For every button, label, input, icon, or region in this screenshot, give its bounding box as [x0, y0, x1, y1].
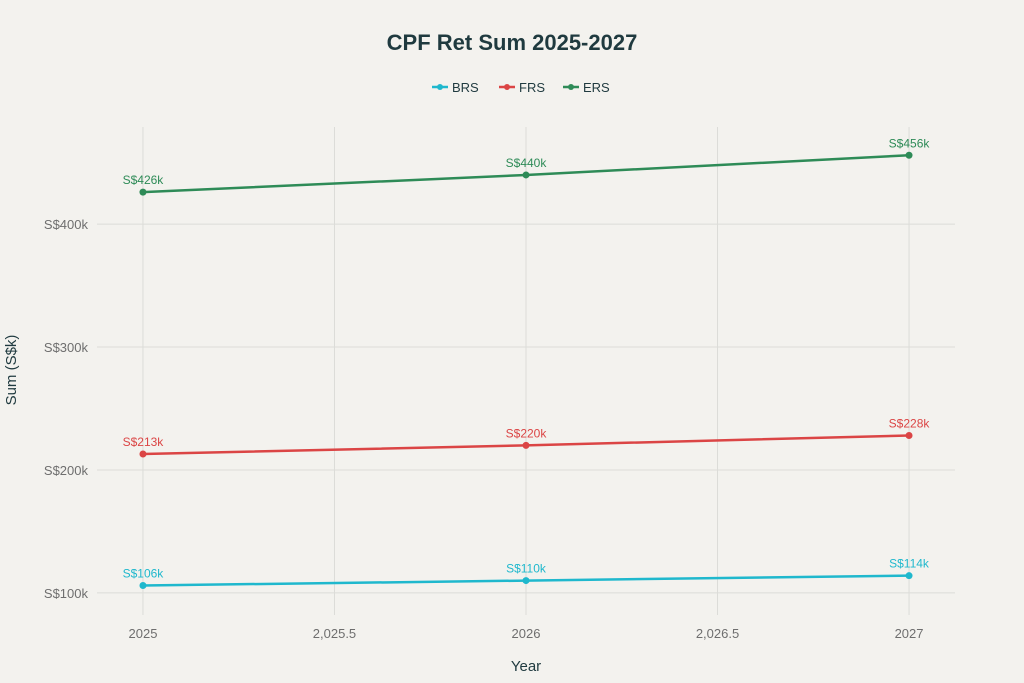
data-point	[139, 581, 147, 589]
legend-label: ERS	[583, 80, 610, 95]
series-ers: S$426k S$440k S$456k	[123, 136, 931, 196]
chart-title: CPF Ret Sum 2025-2027	[387, 30, 638, 55]
axis-ticks: 2025 2,025.5 2026 2,026.5 2027 S$100k S$200k S$…	[44, 217, 924, 641]
y-tick-label: S$400k	[44, 217, 89, 232]
data-label: S$110k	[506, 562, 547, 576]
gridlines	[97, 127, 955, 615]
data-label: S$228k	[889, 417, 931, 431]
y-tick-label: S$100k	[44, 586, 89, 601]
data-point	[905, 572, 913, 580]
data-point	[522, 171, 530, 179]
data-point	[905, 151, 913, 159]
data-label: S$114k	[889, 557, 930, 571]
x-tick-label: 2,025.5	[313, 626, 356, 641]
series-frs: S$213k S$220k S$228k	[123, 417, 931, 458]
data-label: S$426k	[123, 173, 165, 187]
data-label: S$456k	[889, 136, 931, 150]
legend-label: BRS	[452, 80, 479, 95]
data-point	[905, 432, 913, 440]
data-point	[139, 450, 147, 458]
x-tick-label: 2025	[129, 626, 158, 641]
x-tick-label: 2026	[512, 626, 541, 641]
x-tick-label: 2027	[895, 626, 924, 641]
data-label: S$220k	[506, 426, 548, 440]
data-label: S$213k	[123, 435, 165, 449]
y-tick-label: S$200k	[44, 463, 89, 478]
legend: BRS FRS ERS	[432, 80, 610, 95]
data-point	[139, 188, 147, 196]
y-axis-title: Sum (S$k)	[3, 335, 20, 406]
data-label: S$106k	[123, 566, 165, 580]
x-tick-label: 2,026.5	[696, 626, 739, 641]
legend-marker	[437, 84, 443, 90]
legend-marker	[504, 84, 510, 90]
data-point	[522, 441, 530, 449]
series-brs: S$106k S$110k S$114k	[123, 557, 930, 589]
legend-label: FRS	[519, 80, 545, 95]
x-axis-title: Year	[511, 658, 541, 675]
series-group: S$106k S$110k S$114k S$213k S$220k S$228k S$42…	[123, 136, 931, 589]
data-label: S$440k	[506, 156, 548, 170]
y-tick-label: S$300k	[44, 340, 89, 355]
legend-marker	[568, 84, 574, 90]
data-point	[522, 577, 530, 585]
